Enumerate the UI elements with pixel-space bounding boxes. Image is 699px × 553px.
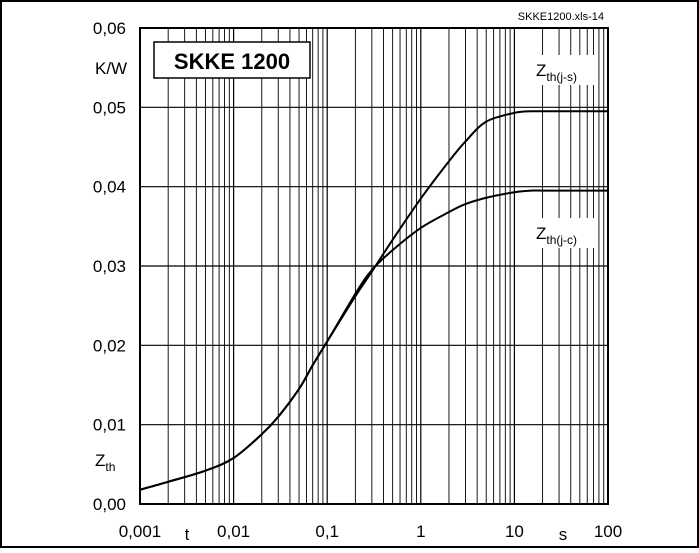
series-label-j-s-main: Z xyxy=(536,61,546,80)
y-tick-label: 0,01 xyxy=(93,416,126,435)
series-label-j-c-sub: th(j-c) xyxy=(546,233,577,247)
x-tick-label: 10 xyxy=(505,522,524,541)
y-tick-labels: 0,00 0,01 0,02 0,03 0,04 0,05 0,06 xyxy=(93,19,126,514)
series-label-j-c-main: Z xyxy=(536,224,546,243)
series-layer xyxy=(139,110,608,491)
series-line-j-s xyxy=(139,110,608,491)
series-label-j-s-sub: th(j-s) xyxy=(546,70,577,84)
label-bg-j-c xyxy=(532,218,598,248)
y-axis-unit: K/W xyxy=(95,59,127,78)
x-tick-label: 0,001 xyxy=(119,522,162,541)
y-tick-label: 0,00 xyxy=(93,495,126,514)
y-axis-symbol: Zth xyxy=(95,451,115,474)
title-box xyxy=(153,41,311,79)
y-tick-label: 0,04 xyxy=(93,178,126,197)
x-tick-labels: 0,001 0,01 0,1 1 10 100 xyxy=(119,522,622,541)
series-label-j-c: Zth(j-c) xyxy=(536,224,577,247)
file-tag: SKKE1200.xls-14 xyxy=(518,11,604,23)
y-axis-symbol-sub: th xyxy=(105,460,115,474)
label-bg-j-s xyxy=(532,55,598,85)
series-line-j-c xyxy=(139,189,608,491)
x-axis-symbol: t xyxy=(185,525,190,544)
x-tick-label: 100 xyxy=(594,522,622,541)
x-tick-label: 0,1 xyxy=(315,522,339,541)
x-tick-label: 0,01 xyxy=(217,522,250,541)
chart-title: SKKE 1200 xyxy=(174,49,290,74)
y-tick-label: 0,06 xyxy=(93,19,126,38)
plot-area-border xyxy=(139,27,609,505)
y-tick-label: 0,03 xyxy=(93,257,126,276)
grid-lines xyxy=(139,27,608,505)
y-tick-label: 0,05 xyxy=(93,98,126,117)
y-tick-label: 0,02 xyxy=(93,336,126,355)
series-label-j-s: Zth(j-s) xyxy=(536,61,577,84)
x-tick-label: 1 xyxy=(416,522,425,541)
y-axis-symbol-main: Z xyxy=(95,451,105,470)
x-axis-unit: s xyxy=(559,525,568,544)
